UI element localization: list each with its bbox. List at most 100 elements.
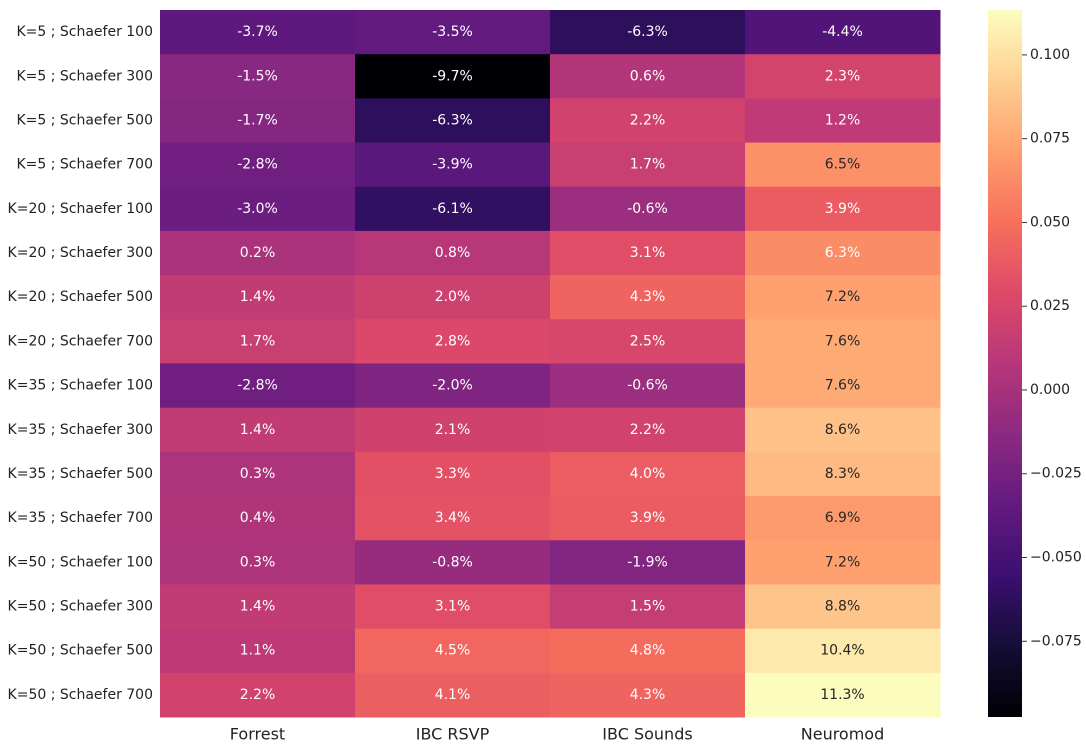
cell <box>355 54 551 99</box>
cell <box>745 10 941 55</box>
cell-label: 1.7% <box>630 157 666 173</box>
cell <box>355 672 551 718</box>
cell <box>355 275 551 320</box>
cell <box>160 142 356 188</box>
colorbar-tick-label: 0.075 <box>1030 131 1070 147</box>
cell-label: 0.4% <box>240 510 276 526</box>
cell-label: 1.7% <box>240 333 276 349</box>
cell <box>355 230 551 276</box>
row-label: K=35 ; Schaefer 500 <box>8 466 153 482</box>
cell-label: 10.4% <box>820 643 864 659</box>
cell-label: 1.4% <box>240 422 276 438</box>
row-label: K=5 ; Schaefer 300 <box>16 68 153 84</box>
cell <box>160 628 356 674</box>
cell <box>550 451 746 497</box>
cell <box>745 496 941 541</box>
cell <box>355 628 551 674</box>
cell-label: 3.1% <box>435 599 471 615</box>
cell <box>160 186 356 232</box>
row-label: K=20 ; Schaefer 100 <box>8 201 153 217</box>
cell-label: 0.3% <box>240 466 276 482</box>
cell-label: 7.6% <box>825 333 861 349</box>
cell-label: 4.3% <box>630 289 666 305</box>
cell <box>160 54 356 99</box>
cell-label: -6.3% <box>627 24 668 40</box>
colorbar-tick-label: 0.025 <box>1030 298 1070 314</box>
cell <box>550 142 746 188</box>
cell <box>745 628 941 674</box>
cell <box>745 407 941 453</box>
cell-label: 1.2% <box>825 112 861 128</box>
cell <box>160 10 356 55</box>
cell-label: 3.9% <box>825 201 861 217</box>
cell <box>355 540 551 585</box>
cell <box>160 407 356 453</box>
cell-label: 2.2% <box>630 112 666 128</box>
cell-label: 6.3% <box>825 245 861 261</box>
colorbar-tick-label: −0.075 <box>1030 633 1082 649</box>
cell <box>550 407 746 453</box>
cell-label: 4.3% <box>630 687 666 703</box>
cell <box>160 230 356 276</box>
cell-label: 7.2% <box>825 554 861 570</box>
column-label: Forrest <box>230 725 285 744</box>
cell <box>160 98 356 144</box>
cell <box>745 230 941 276</box>
row-label: K=35 ; Schaefer 300 <box>8 422 153 438</box>
cell-label: -3.7% <box>237 24 278 40</box>
cell <box>550 628 746 674</box>
cell-label: -2.0% <box>432 378 473 394</box>
cell <box>160 584 356 630</box>
row-label: K=5 ; Schaefer 700 <box>16 157 153 173</box>
cell-label: 3.3% <box>435 466 471 482</box>
cell-label: 11.3% <box>820 687 864 703</box>
cell-label: 1.4% <box>240 599 276 615</box>
cell-label: 6.9% <box>825 510 861 526</box>
cell-label: 4.1% <box>435 687 471 703</box>
cell <box>745 363 941 409</box>
cell-label: -2.8% <box>237 157 278 173</box>
cell-label: 1.1% <box>240 643 276 659</box>
row-label: K=20 ; Schaefer 500 <box>8 289 153 305</box>
cell <box>355 319 551 364</box>
cell <box>355 407 551 453</box>
row-label: K=5 ; Schaefer 500 <box>16 112 153 128</box>
cell-label: -1.9% <box>627 554 668 570</box>
cell <box>550 584 746 630</box>
cell <box>745 98 941 144</box>
cell <box>550 540 746 585</box>
cell-label: 2.5% <box>630 333 666 349</box>
colorbar-tick-label: 0.050 <box>1030 214 1070 230</box>
cell-label: 2.0% <box>435 289 471 305</box>
cell-label: -3.9% <box>432 157 473 173</box>
colorbar <box>988 10 1022 717</box>
cell <box>355 98 551 144</box>
cell-label: 6.5% <box>825 157 861 173</box>
cell <box>355 186 551 232</box>
cell <box>355 496 551 541</box>
cell <box>745 142 941 188</box>
cell <box>550 98 746 144</box>
cell-label: 1.4% <box>240 289 276 305</box>
cell-label: 0.6% <box>630 68 666 84</box>
cell-label: -9.7% <box>432 68 473 84</box>
cell-label: 0.8% <box>435 245 471 261</box>
cell <box>550 672 746 718</box>
colorbar-tick-label: 0.000 <box>1030 382 1070 398</box>
cell-label: -0.8% <box>432 554 473 570</box>
cell <box>160 672 356 718</box>
cell-label: 4.5% <box>435 643 471 659</box>
colorbar-tick-label: 0.100 <box>1030 47 1070 63</box>
row-label: K=50 ; Schaefer 700 <box>8 687 153 703</box>
cell <box>160 451 356 497</box>
cell-label: 2.3% <box>825 68 861 84</box>
cell-label: 7.2% <box>825 289 861 305</box>
cell <box>355 363 551 409</box>
column-label: IBC RSVP <box>416 725 490 744</box>
cell <box>745 451 941 497</box>
cell-label: 3.1% <box>630 245 666 261</box>
cell <box>160 363 356 409</box>
row-label: K=5 ; Schaefer 100 <box>16 24 153 40</box>
colorbar-tick-label: −0.025 <box>1030 466 1082 482</box>
